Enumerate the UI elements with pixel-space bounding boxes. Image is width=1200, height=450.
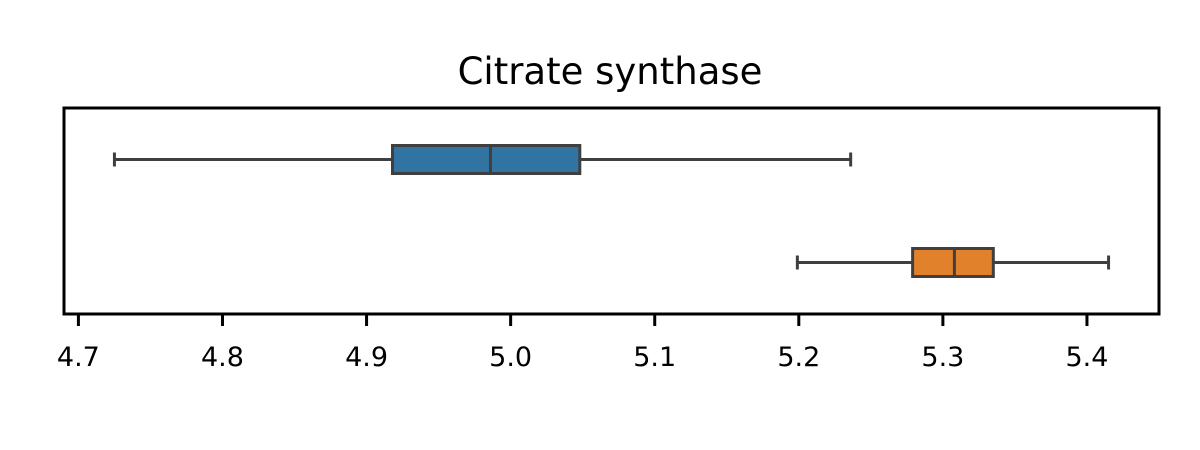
x-tick-label: 5.0: [489, 342, 532, 373]
x-tick-label: 5.1: [633, 342, 676, 373]
box-iqr: [391, 144, 582, 175]
plot-frame: [62, 106, 1161, 316]
x-tick-label: 4.7: [57, 342, 100, 373]
x-tick-label: 4.8: [201, 342, 244, 373]
x-tick-label: 4.9: [345, 342, 388, 373]
x-tick-label: 5.3: [921, 342, 964, 373]
box-group-2: [795, 247, 1111, 278]
x-axis: 4.7 4.8 4.9 5.0 5.1 5.2 5.3 5.4: [57, 314, 1108, 373]
x-tick-label: 5.4: [1065, 342, 1108, 373]
x-tick-label: 5.2: [777, 342, 820, 373]
chart-title: Citrate synthase: [458, 50, 763, 93]
box-series: [112, 144, 1111, 278]
box-group-1: [112, 144, 853, 175]
